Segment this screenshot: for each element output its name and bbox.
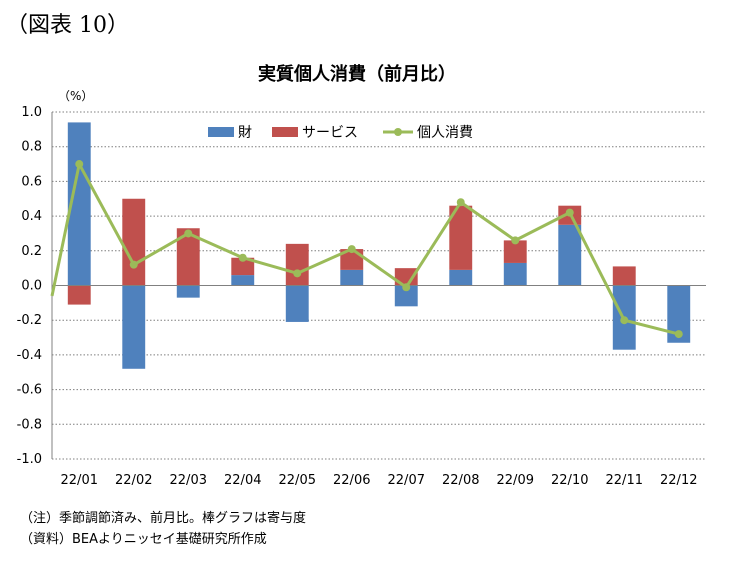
legend-label-services: サービス <box>302 125 358 141</box>
legend-label-total: 個人消費 <box>417 125 473 141</box>
note-adjustment: （注）季節調節済み、前月比。棒グラフは寄与度 <box>20 511 307 526</box>
bar-services <box>231 257 255 276</box>
bar-services <box>176 228 200 286</box>
y-tick-label: 0.6 <box>21 174 42 189</box>
bar-goods <box>558 224 582 286</box>
bars <box>67 122 691 369</box>
y-tick-label: 0.2 <box>21 244 42 259</box>
bar-services <box>67 285 91 305</box>
figure-label: （図表 10） <box>6 13 129 38</box>
bar-goods <box>394 285 418 307</box>
y-tick-label: -0.8 <box>17 417 42 432</box>
total-point <box>293 269 302 278</box>
bar-goods <box>231 275 255 286</box>
unit-label: （%） <box>58 89 93 103</box>
x-tick-label: 22/08 <box>442 473 479 488</box>
total-point <box>456 198 465 207</box>
bar-services <box>394 268 418 286</box>
grid-lines <box>52 111 706 460</box>
legend-marker-total <box>394 128 402 136</box>
x-tick-label: 22/05 <box>279 473 316 488</box>
total-point <box>565 208 574 217</box>
bar-services <box>285 243 309 286</box>
total-point <box>75 160 84 169</box>
y-tick-label: 0.8 <box>21 140 42 155</box>
legend: 財 サービス 個人消費 <box>208 125 473 141</box>
bar-goods <box>176 285 200 298</box>
note-source: （資料）BEAよりニッセイ基礎研究所作成 <box>20 532 267 547</box>
bar-goods <box>449 269 473 286</box>
total-point <box>238 253 247 262</box>
bar-services <box>503 240 527 263</box>
bar-services <box>612 266 636 286</box>
total-point <box>184 229 193 238</box>
legend-label-goods: 財 <box>238 125 252 141</box>
y-tick-label: -1.0 <box>17 452 42 467</box>
y-tick-label: 0.0 <box>21 279 42 294</box>
total-point <box>674 330 683 339</box>
y-tick-label: 1.0 <box>21 105 42 120</box>
x-tick-label: 22/04 <box>224 473 261 488</box>
x-tick-label: 22/12 <box>660 473 697 488</box>
x-tick-label: 22/07 <box>388 473 425 488</box>
total-point <box>620 316 629 325</box>
total-point <box>347 245 356 254</box>
chart: 実質個人消費（前月比） （%） 1.0 0.8 0.6 0.4 0.2 0.0 -0.2 -0… <box>17 63 706 488</box>
x-tick-label: 22/02 <box>115 473 152 488</box>
total-point <box>402 283 411 292</box>
y-tick-label: -0.4 <box>17 348 42 363</box>
y-axis-ticks: 1.0 0.8 0.6 0.4 0.2 0.0 -0.2 -0.4 -0.6 -0.8 -1.0 <box>17 105 42 467</box>
x-tick-label: 22/01 <box>61 473 98 488</box>
bar-goods <box>285 285 309 322</box>
legend-swatch-goods <box>208 127 234 137</box>
bar-goods <box>122 285 146 369</box>
total-line-path <box>50 162 680 336</box>
bar-goods <box>340 269 364 286</box>
total-point <box>511 236 520 245</box>
total-point <box>129 260 138 269</box>
y-tick-label: -0.2 <box>17 313 42 328</box>
bar-services <box>449 205 473 270</box>
x-tick-label: 22/09 <box>497 473 534 488</box>
x-tick-label: 22/06 <box>333 473 370 488</box>
chart-title: 実質個人消費（前月比） <box>258 63 456 85</box>
axes <box>51 112 706 459</box>
y-tick-label: 0.4 <box>21 209 42 224</box>
bar-goods <box>503 262 527 286</box>
x-tick-label: 22/10 <box>551 473 588 488</box>
bar-services <box>122 198 146 286</box>
bar-goods <box>67 122 91 286</box>
legend-swatch-services <box>272 127 298 137</box>
x-tick-label: 22/03 <box>170 473 207 488</box>
x-axis-ticks: 22/01 22/02 22/03 22/04 22/05 22/06 22/07 22/08… <box>61 473 698 488</box>
x-tick-label: 22/11 <box>606 473 643 488</box>
bar-goods <box>667 285 691 343</box>
total-line <box>50 160 683 339</box>
y-tick-label: -0.6 <box>17 383 42 398</box>
